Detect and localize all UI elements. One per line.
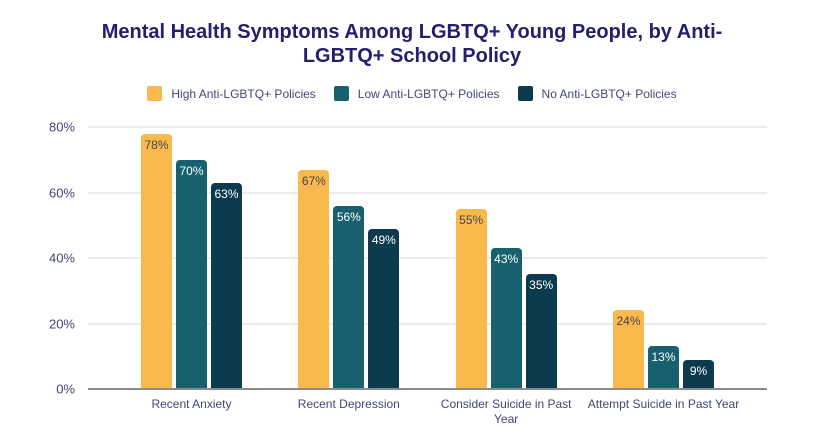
gridline-60 [88, 192, 767, 193]
bar-group-consider-suicide-in-past-year: 55% 43% 35% [428, 127, 585, 389]
bar-value-label: 55% [459, 212, 484, 227]
bar-value-label: 24% [616, 314, 641, 329]
bar-value-label: 13% [651, 350, 676, 365]
y-tick-label-60: 60% [48, 185, 75, 200]
y-tick-label-0: 0% [56, 381, 75, 397]
bar-value-label: 35% [529, 278, 554, 293]
legend-item-no-anti-lgbtq-policies: No Anti-LGBTQ+ Policies [517, 86, 677, 101]
bar-group-recent-depression: 67% 56% 49% [270, 127, 427, 389]
y-tick-label-80: 80% [48, 119, 75, 135]
bar-value-label: 67% [301, 173, 326, 188]
gridline-80 [88, 126, 767, 128]
bar-recent-anxiety-high-anti-lgbtq-policies: 78% [141, 133, 172, 389]
bar-group-attempt-suicide-in-past-year: 24% 13% 9% [585, 127, 742, 389]
gridline-40 [88, 257, 767, 259]
bar-attempt-suicide-in-past-year-no-anti-lgbtq-policies: 9% [682, 359, 714, 389]
bar-recent-anxiety-low-anti-lgbtq-policies: 70% [176, 159, 207, 389]
bar-value-label: 56% [336, 209, 361, 224]
x-axis-label-recent-anxiety: Recent Anxiety [151, 397, 232, 411]
bar-value-label: 70% [179, 163, 204, 178]
x-axis-label-consider-suicide-in-past-year: Consider Suicide in Past Year [440, 397, 572, 426]
bar-attempt-suicide-in-past-year-high-anti-lgbtq-policies: 24% [612, 310, 644, 389]
bar-recent-depression-low-anti-lgbtq-policies: 56% [333, 205, 365, 389]
x-axis-labels: Recent Anxiety Recent Depression Consider … [88, 397, 767, 427]
bar-groups: 78% 70% 63% 67% 56% 49% 55% 43% 35% 24% 13% 9% [88, 127, 767, 389]
bar-value-label: 63% [214, 186, 239, 201]
chart-legend: High Anti-LGBTQ+ Policies Low Anti-LGBTQ+… [0, 86, 824, 101]
gridlines: 0% 20% 40% 60% 80% [49, 120, 767, 397]
bar-attempt-suicide-in-past-year-low-anti-lgbtq-policies: 13% [647, 346, 679, 389]
legend-item-high-anti-lgbtq-policies: High Anti-LGBTQ+ Policies [147, 86, 316, 101]
bar-recent-depression-high-anti-lgbtq-policies: 67% [298, 169, 330, 389]
plot-area: 0% 20% 40% 60% 80% 78% 70% 63% 67% 56% 49% 55% 43% 3… [49, 120, 767, 397]
legend-label: Low Anti-LGBTQ+ Policies [357, 86, 500, 101]
bar-value-label: 43% [494, 252, 519, 267]
bar-value-label: 49% [371, 232, 396, 247]
bar-consider-suicide-in-past-year-low-anti-lgbtq-policies: 43% [490, 248, 522, 389]
legend-swatch-icon [147, 86, 163, 101]
bar-group-recent-anxiety: 78% 70% 63% [113, 127, 270, 389]
bar-consider-suicide-in-past-year-high-anti-lgbtq-policies: 55% [455, 208, 487, 389]
legend-swatch-icon [333, 86, 349, 101]
legend-item-low-anti-lgbtq-policies: Low Anti-LGBTQ+ Policies [333, 86, 500, 101]
bar-recent-depression-no-anti-lgbtq-policies: 49% [368, 228, 400, 389]
legend-swatch-icon [517, 86, 533, 101]
gridline-20 [88, 323, 767, 324]
y-tick-label-20: 20% [48, 316, 75, 331]
chart-title: Mental Health Symptoms Among LGBTQ+ Youn… [101, 21, 723, 67]
legend-label: No Anti-LGBTQ+ Policies [541, 86, 677, 101]
bar-value-label: 78% [144, 137, 169, 152]
legend-label: High Anti-LGBTQ+ Policies [171, 86, 316, 101]
gridline-0 [88, 388, 767, 390]
bar-value-label: 9% [689, 363, 708, 378]
y-tick-label-40: 40% [48, 250, 75, 266]
x-axis-label-recent-depression: Recent Depression [297, 397, 400, 411]
bar-consider-suicide-in-past-year-no-anti-lgbtq-policies: 35% [525, 274, 557, 389]
x-axis-label-attempt-suicide-in-past-year: Attempt Suicide in Past Year [587, 397, 740, 411]
bar-recent-anxiety-no-anti-lgbtq-policies: 63% [211, 182, 242, 389]
